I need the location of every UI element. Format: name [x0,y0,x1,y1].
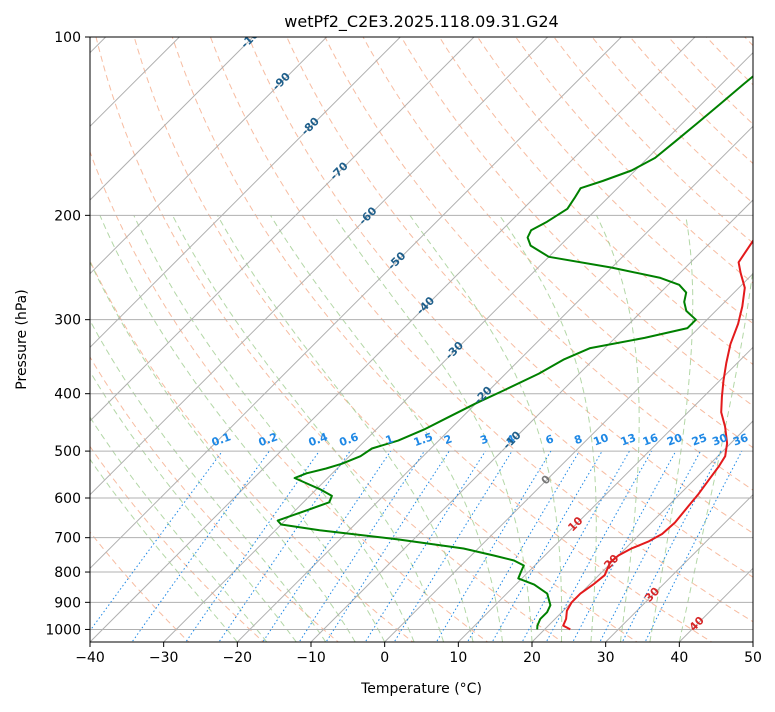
mixing-ratio-label: 0.1 [210,430,233,449]
x-tick-label: −10 [296,650,326,666]
isotherm-line [605,493,753,642]
mixing-ratio-label: 16 [641,431,660,449]
moist-adiabat [217,215,474,642]
x-axis-label: Temperature (°C) [360,681,482,697]
axes: −40 −30 −20 −10 0 10 20 30 40 5010020030040050060… [45,30,762,666]
y-tick-label: 600 [54,491,81,507]
mixing-ratio-label: 36 [731,431,750,449]
moist-adiabat [90,260,356,642]
isotherm-line [90,37,622,570]
moist-adiabat [90,370,297,642]
x-tick-label: 30 [597,650,615,666]
x-tick-label: 40 [670,650,688,666]
y-tick-label: 400 [54,387,81,403]
x-tick-label: 0 [380,650,389,666]
mixing-ratio-label: 4 [505,432,517,447]
x-tick-label: 20 [523,650,541,666]
dry-adiabat [90,150,489,642]
y-tick-label: 100 [54,30,81,46]
moist-adiabat [333,215,533,642]
isotherm-line [163,51,753,642]
moist-adiabat [596,215,640,642]
isotherm-line [457,346,753,642]
moist-adiabat [499,215,597,642]
isotherm-line [90,37,549,496]
y-axis-label: Pressure (hPa) [14,289,30,389]
y-tick-label: 1000 [45,622,81,638]
dry-adiabat [90,259,414,642]
y-tick-label: 500 [54,444,81,460]
mixing-ratio-label: 1.5 [412,430,435,449]
mixing-ratio-label: 2 [442,432,454,447]
mixing-ratio-line [185,450,320,642]
x-tick-label: 50 [744,650,762,666]
isotherm-line [236,125,753,642]
moist-adiabat [649,215,694,642]
mixing-ratio-line [599,450,701,642]
y-tick-label: 700 [54,531,81,547]
plot-frame [89,36,754,643]
data-lines [276,75,753,631]
mixing-ratio-line [393,450,513,642]
mixing-ratio-label: 3 [478,432,490,447]
isotherm-line [90,37,401,349]
isotherm-line [384,272,753,642]
isotherm-line [90,37,696,642]
y-tick-label: 200 [54,208,81,224]
chart-title: wetPf2_C2E3.2025.118.09.31.G24 [284,12,558,32]
mixing-ratio-line [131,450,270,642]
moist-adiabat [90,458,238,642]
mixing-ratio-line [262,450,392,642]
isotherm-line [90,37,328,275]
mixing-ratio-line [218,450,351,642]
y-tick-label: 900 [54,595,81,611]
moist-adiabat [270,215,503,642]
x-tick-label: 10 [449,650,467,666]
mixing-ratio-label: 10 [592,431,611,449]
isotherm-line [90,37,254,201]
mixing-ratio-label: 8 [572,432,584,447]
y-tick-label: 800 [54,565,81,581]
y-tick-label: 300 [54,313,81,329]
temperature-profile [562,238,753,631]
mixing-ratio-label: 0.6 [338,430,361,449]
mixing-ratio-line [90,450,223,632]
moist-adiabat [409,215,563,642]
moist-adiabat [678,265,753,642]
x-tick-label: −30 [149,650,179,666]
mixing-ratio-label: 0.4 [307,430,330,449]
mixing-ratio-line [298,450,425,642]
mixing-ratio-label: 30 [710,431,729,449]
moist-adiabat [90,319,327,642]
mixing-ratio-line [364,450,486,642]
mixing-ratio-line [621,450,722,642]
dewpoint-profile [276,75,753,630]
moist-adiabat [90,416,268,642]
moist-adiabat [99,215,386,642]
mixing-ratio-label: 0.2 [257,430,280,449]
moist-adiabat [172,215,445,642]
mixing-ratio-label: 6 [544,432,556,447]
isotherm-line [90,37,475,422]
x-tick-label: −20 [223,650,253,666]
mixing-ratio-label: 20 [665,431,684,449]
mixing-ratio-line [325,450,450,642]
moist-adiabat [133,215,415,642]
mixing-ratio-line [572,450,677,642]
x-tick-label: −40 [75,650,105,666]
mixing-ratio-line [466,450,580,642]
isotherm-line [531,420,753,642]
mixing-ratio-label: 25 [690,431,709,448]
mixing-ratio-label: 1 [384,432,396,447]
mixing-ratio-label: 13 [619,431,638,448]
